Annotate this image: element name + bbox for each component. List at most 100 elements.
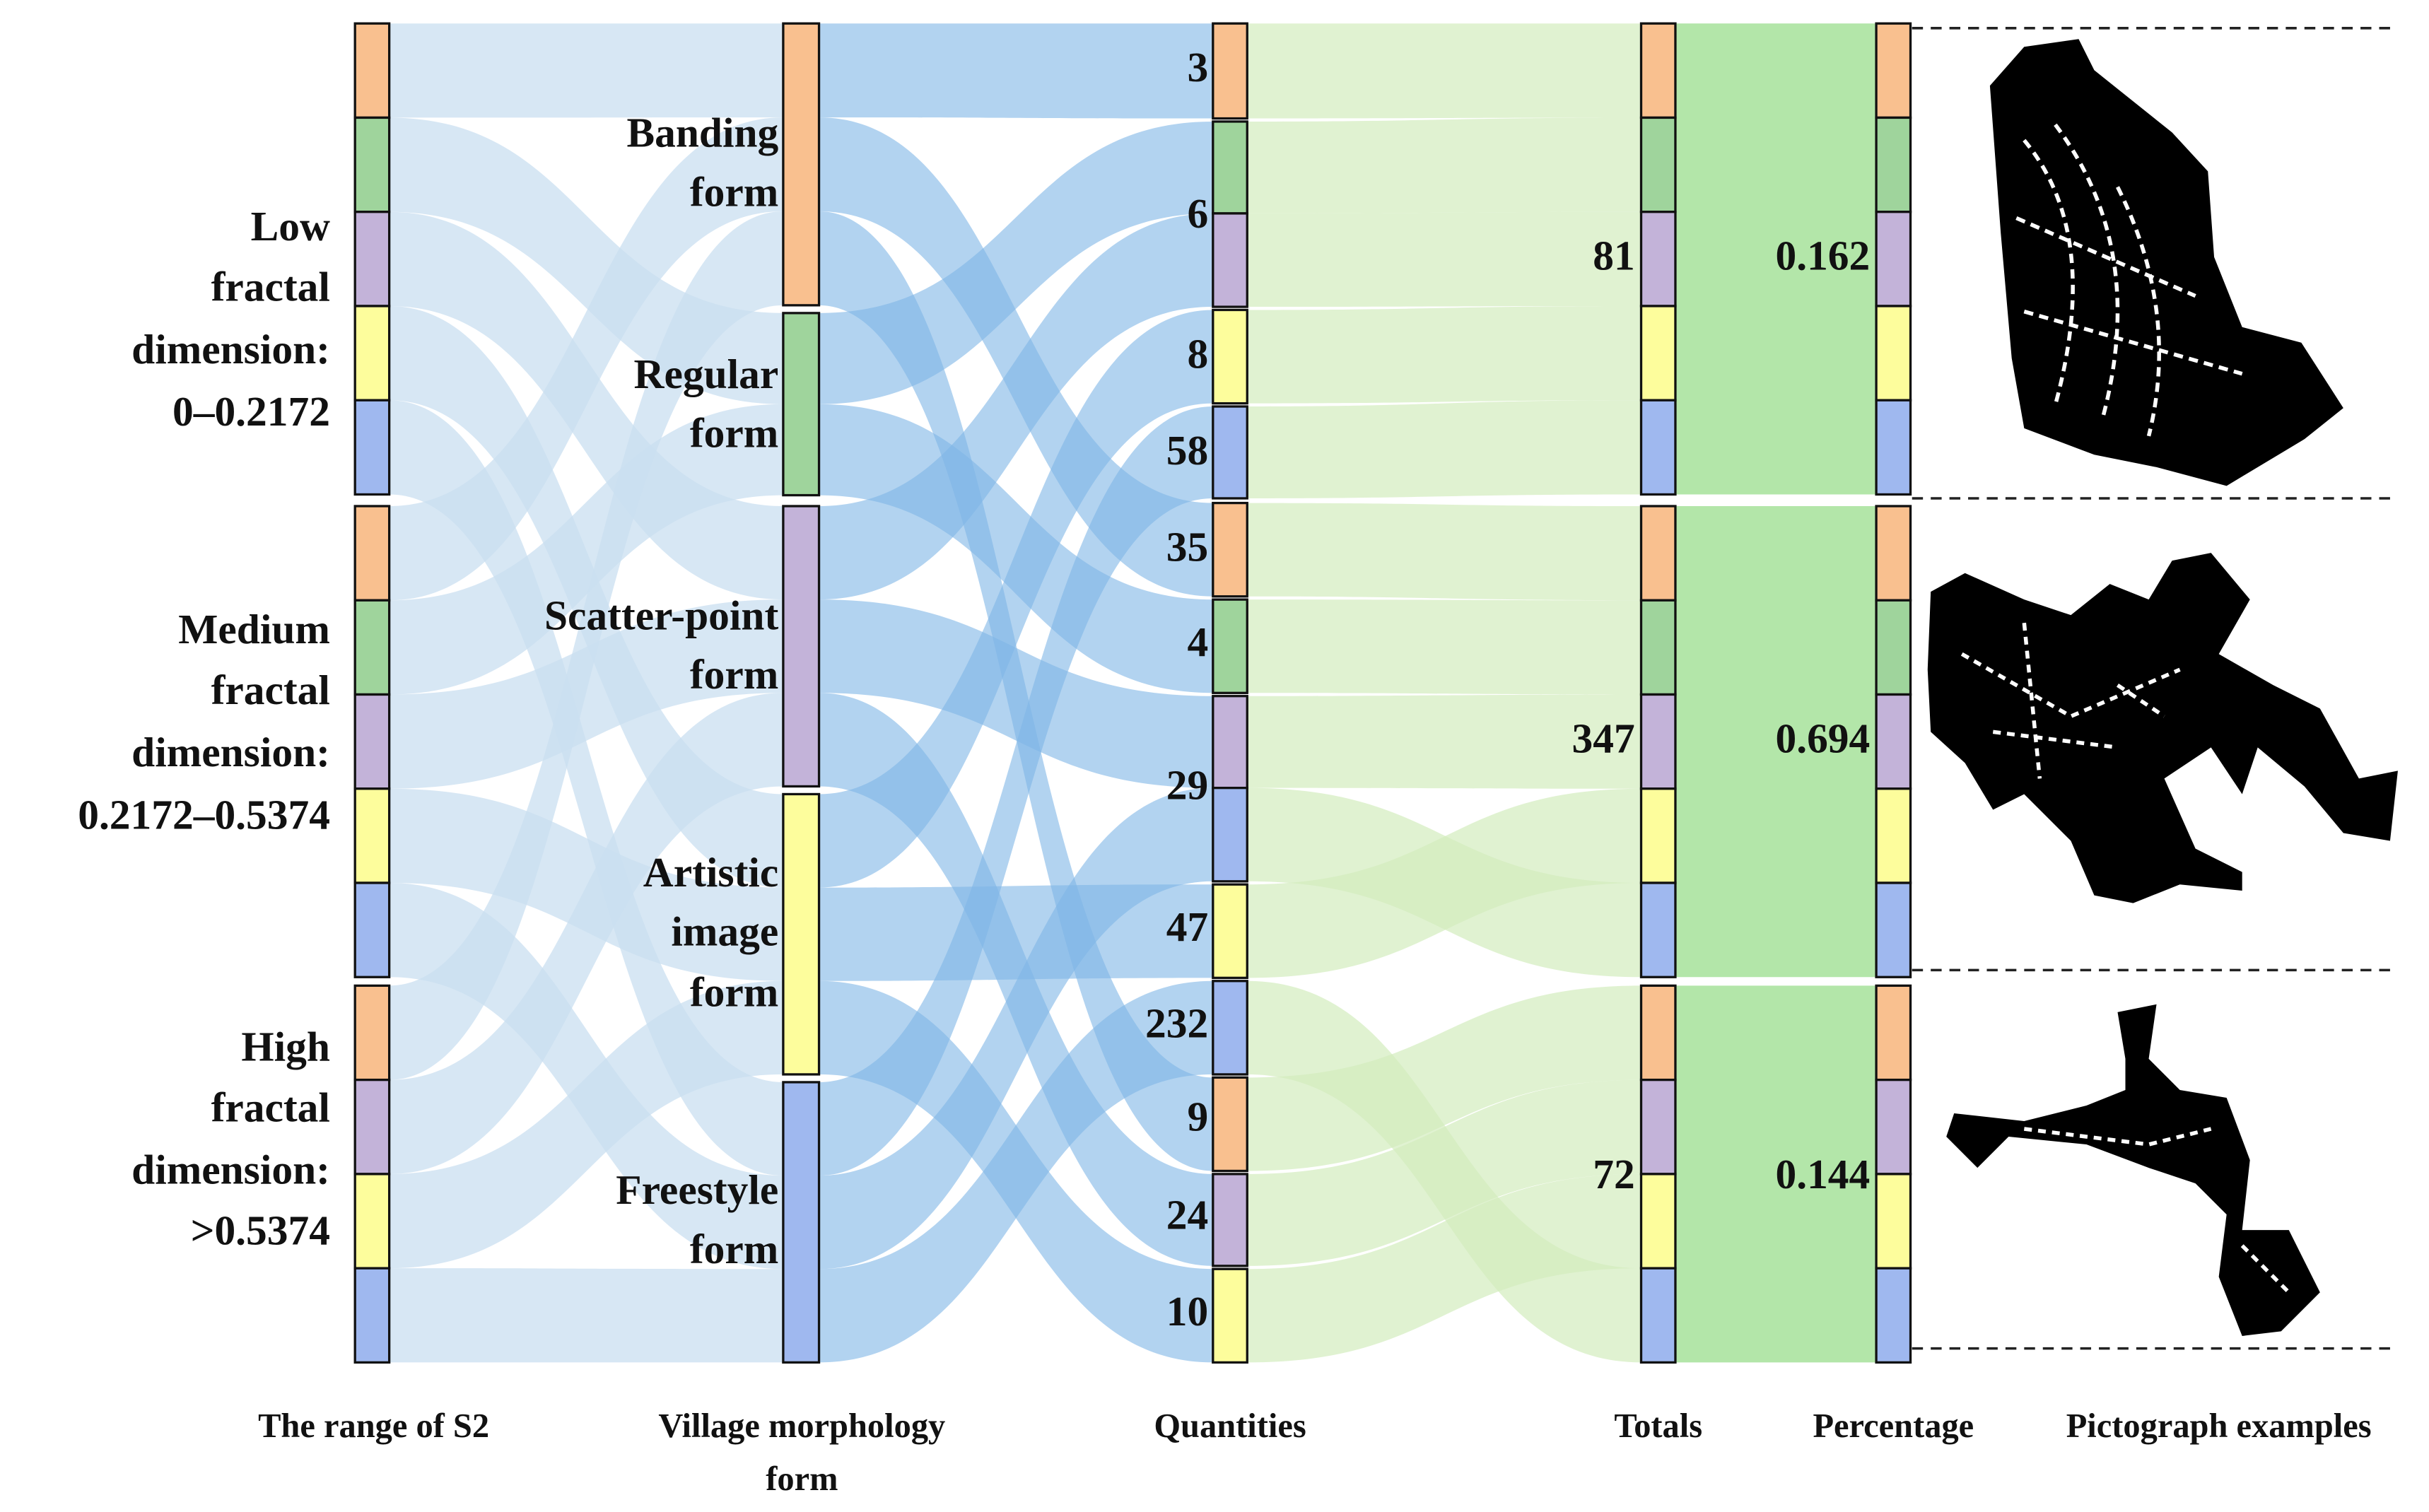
node-bar — [1875, 116, 1912, 213]
node-bar — [1212, 1076, 1248, 1173]
column-header: Pictograph examples — [2066, 1407, 2372, 1445]
flow — [1247, 1173, 1641, 1363]
node-bar — [353, 211, 391, 307]
column-header: Village morphology — [658, 1407, 945, 1445]
flow — [389, 404, 783, 695]
node-bar — [782, 312, 821, 497]
node-bar — [1639, 984, 1677, 1082]
total-label: 72 — [1593, 1151, 1634, 1197]
quantity-label: 58 — [1166, 427, 1208, 474]
form-label: form — [690, 1226, 778, 1272]
flows — [389, 23, 1877, 1363]
group-label: Low — [251, 203, 330, 250]
node-bar — [782, 792, 821, 1076]
node-bar — [1639, 693, 1677, 790]
form-label: form — [690, 168, 778, 215]
node-bar — [1212, 598, 1248, 694]
flow — [1247, 503, 1641, 601]
node-bar — [1212, 695, 1248, 790]
node-bar — [1212, 787, 1248, 883]
node-bar — [1212, 501, 1248, 598]
node-bar — [1212, 980, 1248, 1076]
column-header: The range of S2 — [258, 1407, 489, 1445]
group-label: 0.2172–0.5374 — [78, 791, 330, 838]
node-bar — [1639, 116, 1677, 213]
node-bar — [1875, 693, 1912, 790]
flow — [389, 1268, 783, 1363]
flow — [819, 787, 1213, 1270]
node-bar — [1212, 308, 1248, 405]
flow — [819, 406, 1213, 1176]
quantity-label: 8 — [1187, 330, 1208, 377]
flow — [389, 117, 783, 601]
group-label: fractal — [211, 264, 330, 310]
percentage-label: 0.694 — [1775, 715, 1870, 761]
node-bar — [353, 881, 391, 978]
flow — [819, 693, 1213, 1266]
node-bar — [1639, 1267, 1677, 1364]
group-label: Medium — [178, 606, 330, 652]
node-bar — [353, 599, 391, 696]
quantity-label: 9 — [1187, 1094, 1208, 1140]
node-bar — [1212, 1173, 1248, 1267]
quantity-label: 47 — [1166, 903, 1208, 950]
node-bar — [1875, 984, 1912, 1082]
flow — [819, 211, 1213, 1171]
flow — [389, 211, 783, 1080]
node-bar — [1875, 22, 1912, 119]
node-bar — [353, 22, 391, 119]
form-label: form — [690, 651, 778, 698]
node-bar — [1875, 1173, 1912, 1270]
node-bar — [353, 693, 391, 790]
node-bar — [1639, 1173, 1677, 1270]
flow — [819, 117, 1213, 597]
node-bar — [1639, 22, 1677, 119]
flow — [389, 980, 783, 1269]
labels: Low fractal dimension: 0–0.2172 Medium fracta… — [78, 44, 2371, 1498]
pictograph-low — [1989, 39, 2343, 486]
quantity-label: 6 — [1187, 190, 1208, 237]
group-label: dimension: — [131, 1147, 330, 1193]
pictograph-texture — [1960, 622, 2181, 779]
quantity-label: 35 — [1166, 524, 1208, 570]
node-bar — [1875, 787, 1912, 884]
node-bar — [1639, 305, 1677, 402]
flow — [1247, 211, 1641, 307]
node-bar — [1639, 1078, 1677, 1176]
flow — [389, 788, 783, 981]
flow — [1247, 305, 1641, 404]
flow — [1247, 980, 1641, 1363]
group-label: 0–0.2172 — [172, 388, 330, 435]
node-bar — [1212, 120, 1248, 215]
percentage-label: 0.144 — [1775, 1151, 1870, 1197]
flow — [1247, 117, 1641, 213]
quantity-label: 232 — [1145, 1000, 1208, 1046]
node-bar — [353, 1267, 391, 1364]
node-bar — [353, 1173, 391, 1270]
group-label: High — [241, 1024, 330, 1070]
node-bar — [1212, 212, 1248, 308]
form-label: Regular — [634, 351, 779, 397]
node-bar — [1875, 881, 1912, 978]
flow — [819, 310, 1213, 888]
quantity-label: 3 — [1187, 44, 1208, 90]
node-bar — [353, 116, 391, 213]
node-bar — [1639, 881, 1677, 978]
group-label: dimension: — [131, 729, 330, 775]
quantity-label: 24 — [1166, 1191, 1208, 1238]
flow — [1247, 599, 1641, 695]
node-bar — [353, 984, 391, 1082]
node-bar — [1875, 505, 1912, 602]
form-label: Artistic — [643, 849, 778, 896]
flow — [389, 400, 783, 1176]
total-label: 347 — [1572, 715, 1635, 761]
node-bar — [1639, 787, 1677, 884]
node-bar — [782, 22, 821, 307]
pictographs — [1912, 27, 2398, 1350]
form-label: image — [671, 908, 778, 955]
node-bar — [353, 1078, 391, 1176]
group-label: fractal — [211, 1084, 330, 1130]
node-bar — [1875, 1078, 1912, 1176]
percentage-label: 0.162 — [1775, 233, 1870, 279]
group-label: dimension: — [131, 326, 330, 373]
